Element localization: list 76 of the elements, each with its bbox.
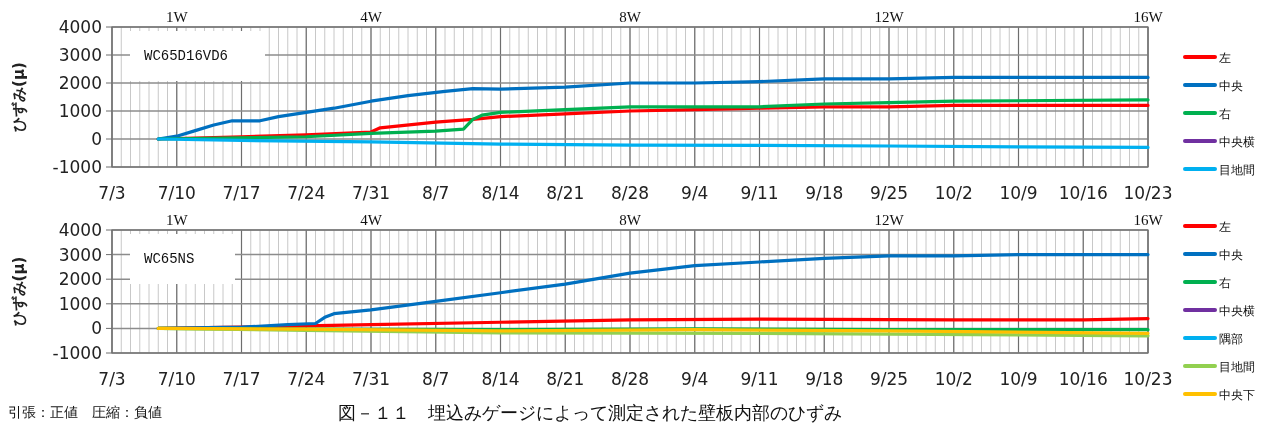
x-tick-label: 10/16 bbox=[1058, 183, 1108, 203]
x-tick-label: 10/23 bbox=[1123, 369, 1173, 389]
x2-tick-label: 16W bbox=[1133, 212, 1164, 228]
y-tick-label: 1000 bbox=[58, 293, 102, 314]
x2-tick-label: 16W bbox=[1133, 9, 1164, 25]
y-axis-title: ひずみ(μ) bbox=[10, 62, 28, 132]
x-tick-label: 7/10 bbox=[157, 183, 196, 203]
panel-label: WC65D16VD6 bbox=[130, 31, 265, 81]
annotation: WC65NS bbox=[144, 251, 195, 267]
x-tick-label: 9/25 bbox=[869, 183, 909, 203]
y-tick-label: 4000 bbox=[58, 220, 102, 240]
y-tick-label: -1000 bbox=[52, 157, 102, 177]
x-tick-label: 8/28 bbox=[610, 369, 650, 389]
x-tick-label: 7/10 bbox=[157, 369, 196, 389]
y-tick-label: 2000 bbox=[58, 73, 102, 93]
x-tick-label: 10/2 bbox=[934, 369, 973, 389]
x-tick-label: 8/7 bbox=[422, 369, 450, 389]
y-tick-label: 1000 bbox=[58, 101, 102, 121]
legend-label: 右 bbox=[1219, 276, 1231, 290]
x2-tick-label: 4W bbox=[360, 9, 383, 25]
x-tick-label: 7/31 bbox=[351, 369, 391, 389]
legend-label: 隅部 bbox=[1219, 332, 1243, 346]
x-tick-label: 7/3 bbox=[98, 183, 126, 203]
x-tick-label: 10/23 bbox=[1123, 183, 1173, 203]
legend-label: 目地間 bbox=[1219, 163, 1255, 177]
x-tick-label: 8/7 bbox=[422, 183, 450, 203]
legend-label: 中央 bbox=[1219, 248, 1243, 262]
x2-tick-label: 1W bbox=[165, 212, 189, 228]
x-tick-label: 8/14 bbox=[481, 369, 520, 389]
y-tick-label: 3000 bbox=[58, 45, 102, 65]
x2-tick-label: 12W bbox=[874, 212, 905, 228]
x-tick-label: 9/18 bbox=[805, 369, 844, 389]
text: 図－１１ 埋込みゲージによって測定された壁板内部のひずみ bbox=[338, 402, 842, 423]
x-tick-label: 7/17 bbox=[222, 183, 261, 203]
legend-label: 左 bbox=[1219, 220, 1231, 234]
x-tick-label: 10/9 bbox=[999, 369, 1038, 389]
legend-label: 中央下 bbox=[1219, 388, 1255, 402]
panel-label: WC65NS bbox=[130, 234, 235, 284]
x-tick-label: 7/31 bbox=[351, 183, 391, 203]
legend-label: 左 bbox=[1219, 51, 1231, 65]
y-tick-label: 0 bbox=[91, 318, 102, 339]
x-tick-label: 9/11 bbox=[740, 183, 779, 203]
x-tick-label: 10/16 bbox=[1058, 369, 1108, 389]
legend-label: 中央横 bbox=[1219, 135, 1255, 149]
x-tick-label: 10/9 bbox=[999, 183, 1038, 203]
x-tick-label: 8/21 bbox=[546, 369, 585, 389]
legend-label: 中央 bbox=[1219, 79, 1243, 93]
x-tick-label: 7/24 bbox=[287, 369, 326, 389]
x-tick-label: 8/21 bbox=[546, 183, 585, 203]
x-tick-label: 7/3 bbox=[98, 369, 126, 389]
x-tick-label: 8/28 bbox=[610, 183, 650, 203]
y-tick-label: -1000 bbox=[52, 343, 102, 363]
x-tick-label: 9/25 bbox=[869, 369, 909, 389]
y-tick-label: 3000 bbox=[58, 244, 102, 265]
x-tick-label: 7/17 bbox=[222, 369, 261, 389]
y-tick-label: 0 bbox=[91, 129, 102, 149]
y-tick-label: 2000 bbox=[58, 269, 102, 290]
x-tick-label: 9/4 bbox=[681, 369, 709, 389]
legend-label: 目地間 bbox=[1219, 360, 1255, 374]
text: 引張：正値 圧縮：負値 bbox=[8, 404, 162, 420]
x-tick-label: 8/14 bbox=[481, 183, 520, 203]
annotation: WC65D16VD6 bbox=[144, 48, 229, 64]
x2-tick-label: 4W bbox=[360, 212, 383, 228]
x2-tick-label: 8W bbox=[619, 212, 642, 228]
legend-label: 中央横 bbox=[1219, 304, 1255, 318]
y-tick-label: 4000 bbox=[58, 17, 102, 37]
x2-tick-label: 8W bbox=[619, 9, 642, 25]
x-tick-label: 9/11 bbox=[740, 369, 779, 389]
x-tick-label: 9/4 bbox=[681, 183, 709, 203]
x-tick-label: 9/18 bbox=[805, 183, 844, 203]
legend-label: 右 bbox=[1219, 107, 1231, 121]
y-axis-title: ひずみ(μ) bbox=[10, 256, 28, 327]
x2-tick-label: 12W bbox=[874, 9, 905, 25]
x2-tick-label: 1W bbox=[165, 9, 189, 25]
x-tick-label: 7/24 bbox=[287, 183, 326, 203]
x-tick-label: 10/2 bbox=[934, 183, 973, 203]
